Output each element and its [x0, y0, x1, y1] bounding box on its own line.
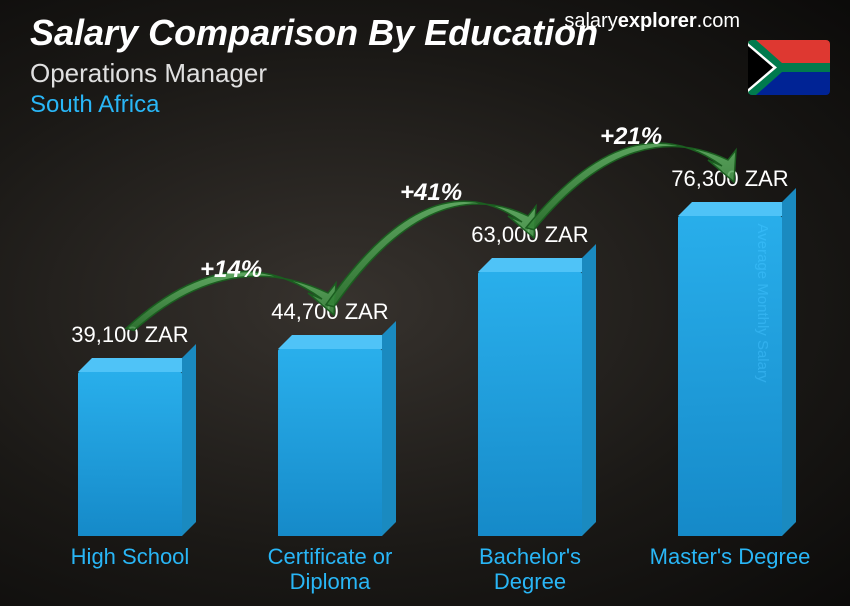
- bar-category-label: High School: [40, 536, 220, 569]
- bar-value-label: 76,300 ZAR: [645, 166, 815, 192]
- bar-value-label: 44,700 ZAR: [245, 299, 415, 325]
- increase-pct-label: +41%: [400, 179, 462, 207]
- bar-value-label: 63,000 ZAR: [445, 222, 615, 248]
- increase-pct-label: +14%: [200, 256, 262, 284]
- bar-category-label: Certificate or Diploma: [240, 536, 420, 595]
- chart-area: 39,100 ZARHigh School44,700 ZARCertifica…: [30, 140, 800, 536]
- bar: [278, 349, 382, 536]
- brand-prefix: salary: [564, 10, 617, 32]
- flag-icon: [748, 40, 830, 95]
- bar: [478, 272, 582, 536]
- chart-title: Salary Comparison By Education: [30, 12, 598, 54]
- chart-subtitle: Operations Manager: [30, 58, 820, 89]
- bar-value-label: 39,100 ZAR: [45, 322, 215, 348]
- bar-category-label: Master's Degree: [640, 536, 820, 569]
- brand-suffix: .com: [697, 10, 740, 32]
- brand-bold: explorer: [618, 10, 697, 32]
- bar: [78, 372, 182, 536]
- chart-location: South Africa: [30, 91, 820, 119]
- bar: [678, 216, 782, 536]
- bar-category-label: Bachelor's Degree: [440, 536, 620, 595]
- brand-label: salaryexplorer.com: [564, 10, 740, 33]
